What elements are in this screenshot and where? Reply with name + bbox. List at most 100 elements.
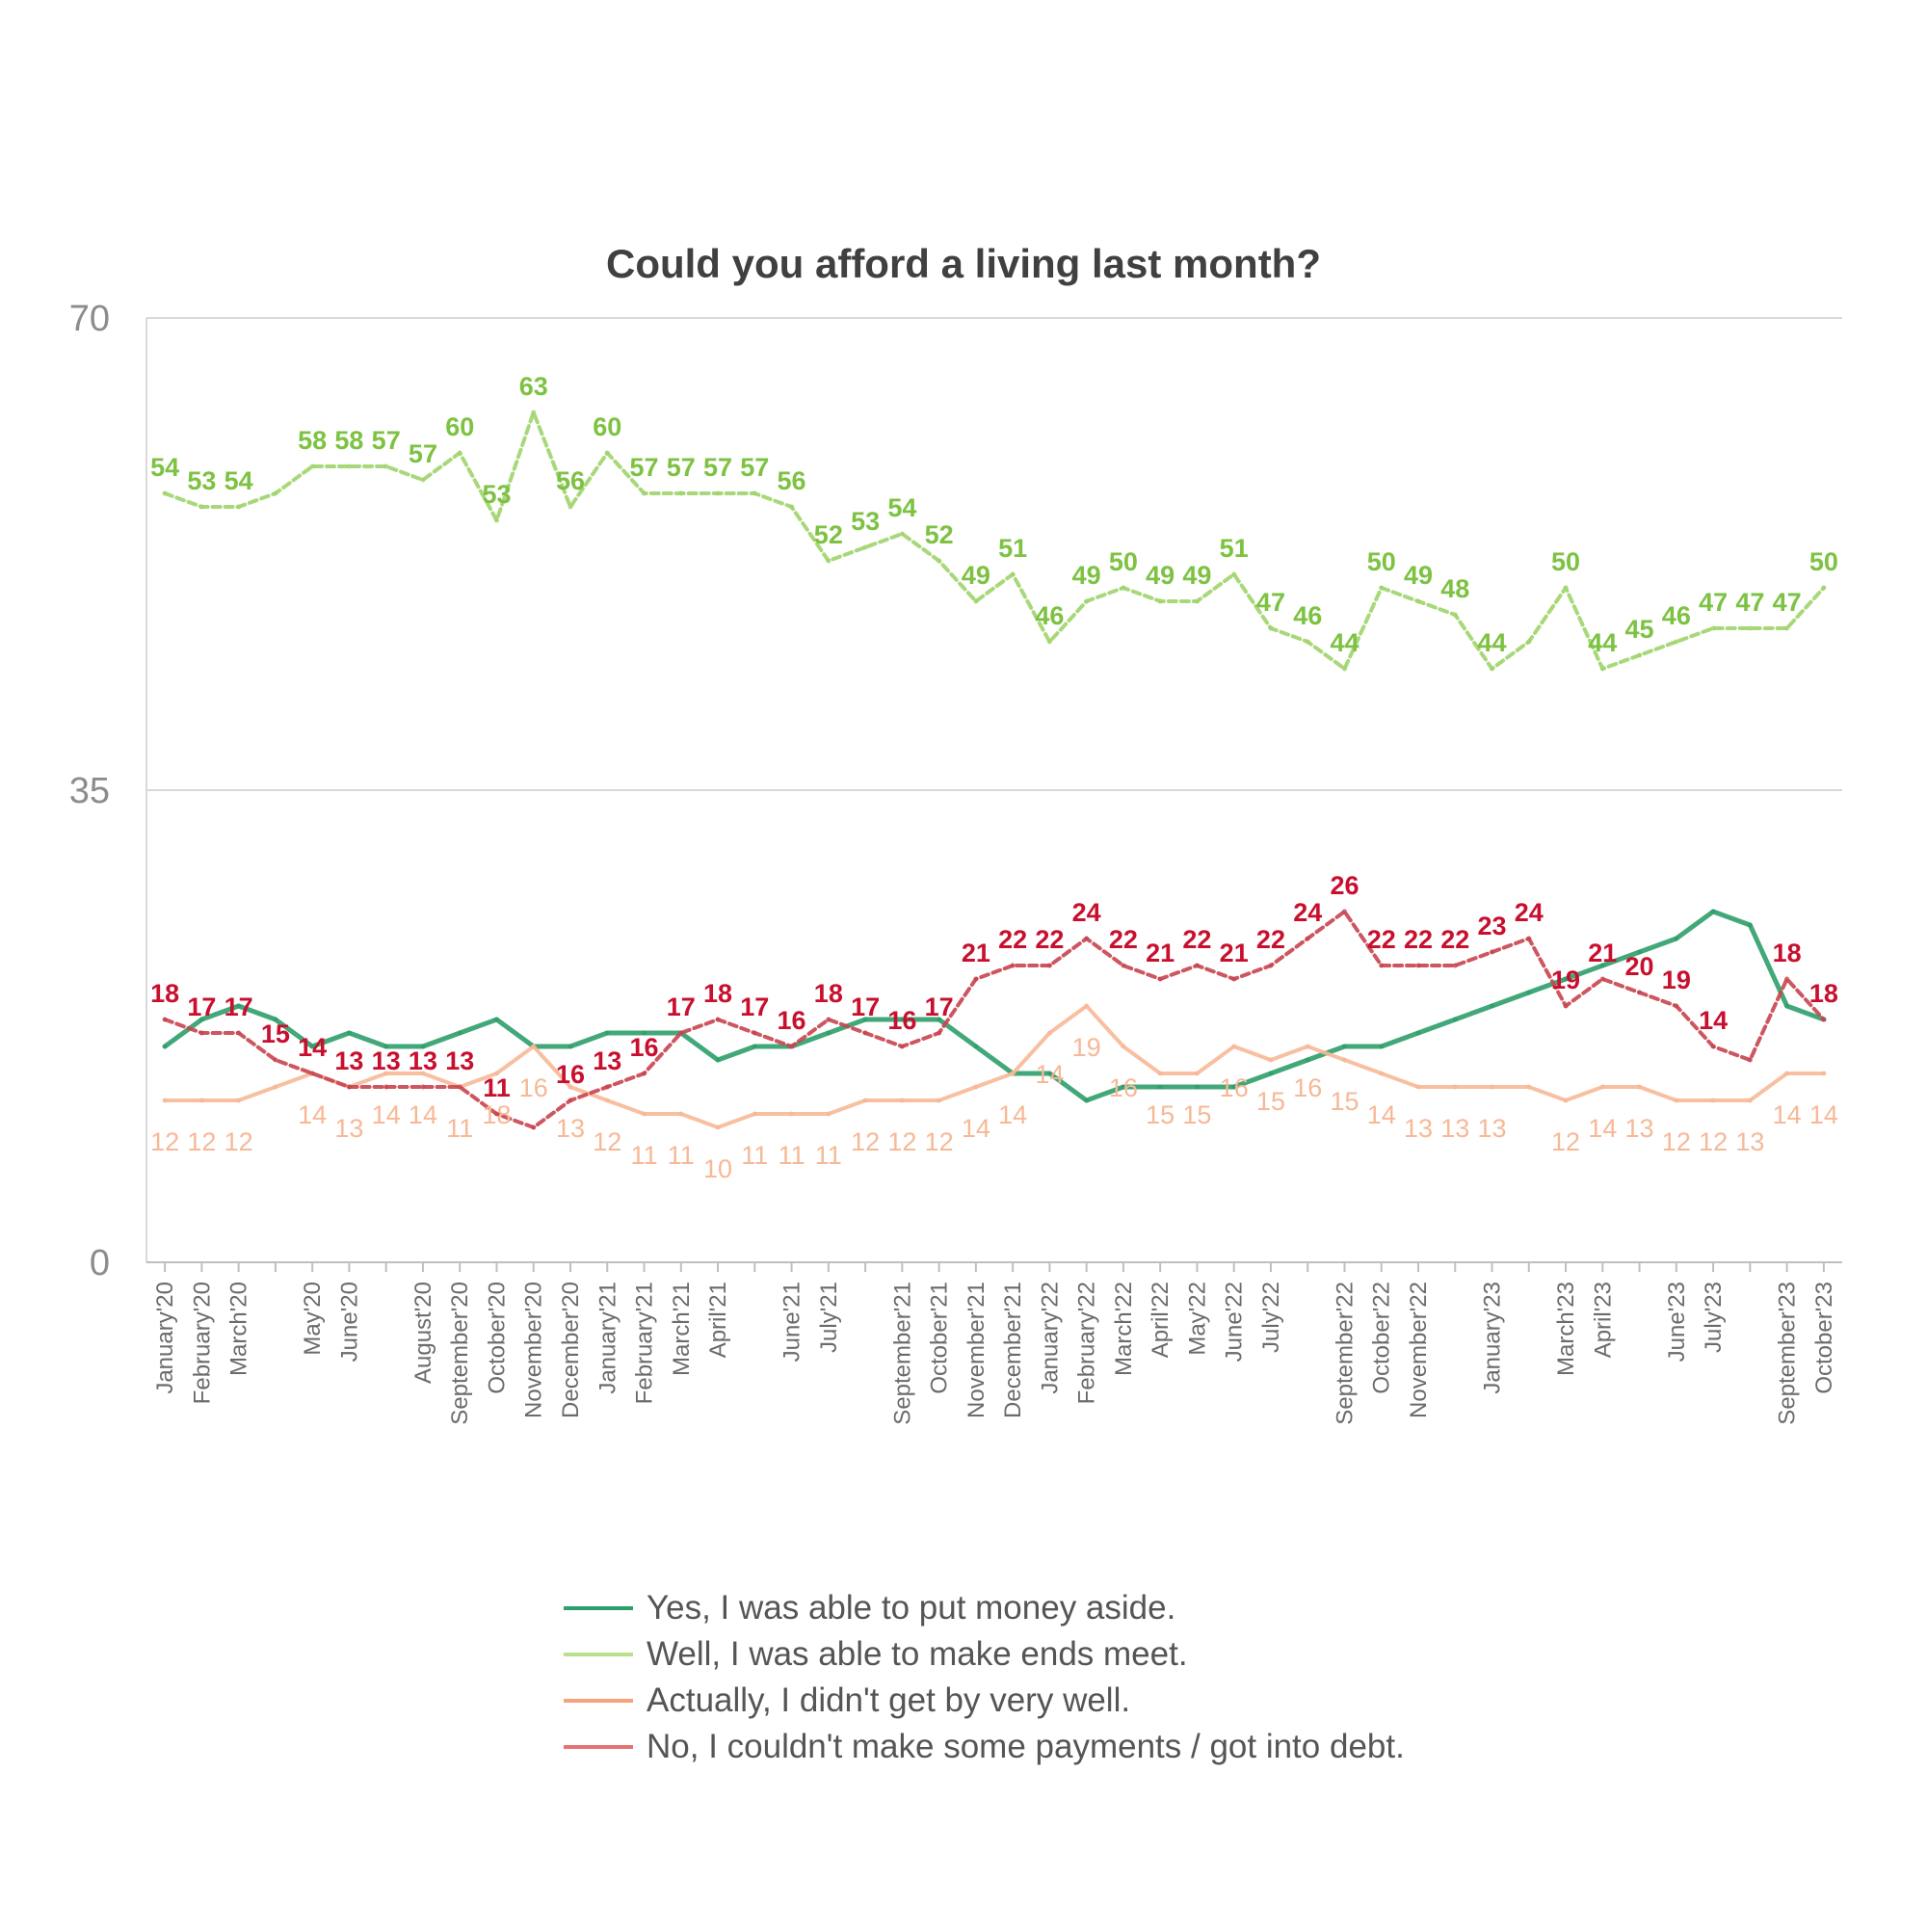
data-label: 13 [1735, 1127, 1764, 1156]
data-label: 12 [887, 1127, 916, 1156]
data-point [1821, 585, 1827, 591]
data-label: 46 [1293, 601, 1322, 630]
data-point [1526, 639, 1532, 645]
data-label: 57 [372, 426, 401, 455]
data-point [531, 1125, 537, 1130]
data-point [1157, 1071, 1163, 1076]
x-tick-label: July'21 [816, 1282, 842, 1353]
data-point [1674, 1003, 1679, 1009]
series-lines [162, 410, 1827, 1130]
data-label: 16 [1293, 1073, 1322, 1102]
data-point [568, 1044, 573, 1049]
data-point [1637, 990, 1643, 995]
data-point [1121, 963, 1126, 968]
data-point [1563, 1003, 1569, 1009]
data-label: 26 [1330, 871, 1359, 900]
legend-swatch-well [564, 1653, 633, 1656]
legend-item-yes: Yes, I was able to put money aside. [564, 1585, 1623, 1631]
data-label: 13 [593, 1046, 621, 1075]
data-label: 13 [409, 1046, 437, 1075]
data-point [457, 1084, 462, 1090]
data-point [1379, 585, 1385, 591]
data-point [383, 1071, 389, 1076]
x-tick-label: March'21 [669, 1282, 695, 1376]
data-point [826, 1111, 832, 1117]
data-point [1084, 1098, 1090, 1103]
data-point [1599, 666, 1605, 672]
data-label: 14 [298, 1033, 327, 1062]
data-point [752, 1044, 757, 1049]
data-point [752, 1030, 757, 1036]
x-tick-label: November'22 [1406, 1282, 1432, 1418]
data-point [273, 1084, 278, 1090]
x-tick-label: June'21 [779, 1282, 805, 1362]
data-point [1674, 1098, 1679, 1103]
data-label: 52 [925, 520, 954, 549]
data-label: 11 [779, 1141, 805, 1170]
data-point [309, 463, 315, 469]
data-point [937, 1098, 942, 1103]
legend-item-actually: Actually, I didn't get by very well. [564, 1678, 1623, 1724]
data-point [604, 450, 610, 456]
data-point [1046, 963, 1052, 968]
data-label: 52 [814, 520, 843, 549]
data-point [1637, 652, 1643, 658]
data-point [1305, 936, 1310, 941]
data-point [789, 1111, 795, 1117]
x-tick-label: October'23 [1811, 1282, 1837, 1394]
data-label: 54 [887, 493, 916, 522]
data-point [1599, 976, 1605, 982]
x-tick-label: September'22 [1332, 1282, 1358, 1425]
x-tick-label: November'20 [521, 1282, 547, 1418]
data-label: 14 [409, 1100, 437, 1129]
series-line-1 [163, 410, 1826, 671]
data-label: 24 [1293, 898, 1322, 927]
data-point [162, 1017, 168, 1022]
data-label: 15 [1146, 1100, 1175, 1129]
data-label: 12 [1699, 1127, 1728, 1156]
data-point [973, 976, 979, 982]
legend-swatch-no [564, 1745, 633, 1749]
data-label: 19 [1662, 966, 1691, 994]
x-tick-label: June'23 [1664, 1282, 1690, 1362]
x-tick-label: May'22 [1184, 1282, 1210, 1356]
data-point [752, 1111, 757, 1117]
data-point [1121, 1084, 1126, 1090]
data-point [1784, 1071, 1790, 1076]
data-label: 47 [1256, 588, 1285, 617]
data-label: 12 [925, 1127, 954, 1156]
data-label: 16 [1220, 1073, 1249, 1102]
legend-item-no: No, I couldn't make some payments / got … [564, 1724, 1623, 1770]
data-point [1710, 625, 1716, 631]
data-label: 18 [482, 1100, 511, 1129]
data-point [604, 1084, 610, 1090]
data-label: 50 [1551, 547, 1580, 576]
x-tick-label: June'20 [336, 1282, 362, 1362]
data-point [1747, 1098, 1753, 1103]
data-label: 14 [998, 1100, 1027, 1129]
data-point [1084, 936, 1090, 941]
data-point [457, 450, 462, 456]
data-point [678, 490, 684, 496]
data-label: 56 [778, 466, 806, 495]
data-label: 16 [519, 1073, 548, 1102]
data-label: 14 [372, 1100, 401, 1129]
data-label: 21 [962, 939, 990, 967]
data-label: 15 [1330, 1087, 1359, 1116]
data-point [862, 1098, 868, 1103]
data-point [1526, 1084, 1532, 1090]
y-tick-label: 0 [90, 1243, 110, 1284]
data-label: 44 [1477, 628, 1506, 657]
data-label: 48 [1440, 574, 1469, 603]
data-label: 24 [1072, 898, 1101, 927]
data-point [1341, 1057, 1347, 1063]
data-point [1231, 1084, 1237, 1090]
data-label: 49 [1146, 561, 1175, 590]
data-point [1415, 1030, 1421, 1036]
data-label: 17 [740, 992, 769, 1021]
data-point [899, 1017, 905, 1022]
data-label: 17 [851, 992, 880, 1021]
data-point [1305, 1057, 1310, 1063]
